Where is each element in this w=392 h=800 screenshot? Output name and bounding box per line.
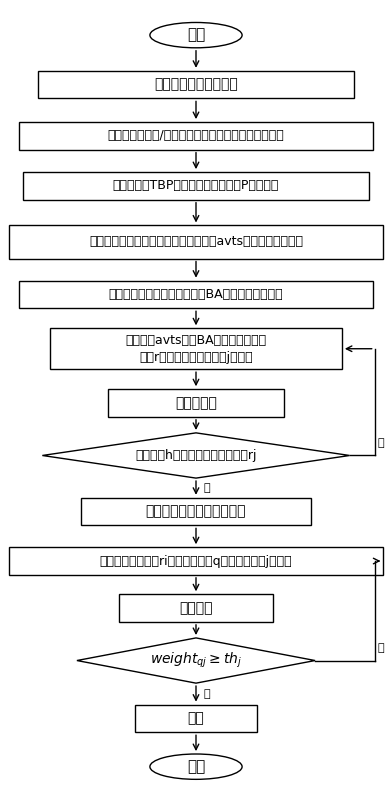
Text: 每条线路上的用户ri询问相遇用户q关于行为地点j的权值: 每条线路上的用户ri询问相遇用户q关于行为地点j的权值 bbox=[100, 554, 292, 567]
Text: 源用户指定TBP，发送行为地点向量P至服务器: 源用户指定TBP，发送行为地点向量P至服务器 bbox=[113, 179, 279, 193]
Text: 源用户删除自身保存的数据: 源用户删除自身保存的数据 bbox=[146, 505, 246, 518]
Bar bbox=[81, 498, 311, 526]
Bar bbox=[38, 70, 354, 98]
Bar bbox=[9, 547, 383, 575]
Bar bbox=[119, 594, 273, 622]
Bar bbox=[23, 172, 369, 200]
Text: 初始化线路: 初始化线路 bbox=[175, 396, 217, 410]
Bar bbox=[19, 122, 373, 150]
Bar bbox=[108, 389, 284, 417]
Text: 源用户将avts以及BA发送给每个相遇
用户r，计算各自关于地点j的权值: 源用户将avts以及BA发送给每个相遇 用户r，计算各自关于地点j的权值 bbox=[125, 334, 267, 364]
Bar bbox=[50, 328, 342, 370]
Text: 开始: 开始 bbox=[187, 28, 205, 42]
Text: 是: 是 bbox=[204, 483, 211, 493]
Text: 否: 否 bbox=[378, 643, 384, 654]
Text: 服务器计算地点平衡属性向量BA，并发送给源用户: 服务器计算地点平衡属性向量BA，并发送给源用户 bbox=[109, 288, 283, 301]
Text: 组播: 组播 bbox=[188, 711, 204, 726]
Text: 服务器计算用户/行为地点联合矩阵，返回时间片向量: 服务器计算用户/行为地点联合矩阵，返回时间片向量 bbox=[108, 130, 284, 142]
Text: 服务器计算所有用户平均活动时间片数avts，并发送给源用户: 服务器计算所有用户平均活动时间片数avts，并发送给源用户 bbox=[89, 235, 303, 249]
Text: 是: 是 bbox=[204, 689, 211, 699]
Text: 梯度递增: 梯度递增 bbox=[179, 601, 213, 615]
Bar bbox=[134, 705, 258, 732]
Text: 结束: 结束 bbox=[187, 759, 205, 774]
Bar bbox=[19, 281, 373, 308]
Text: 否: 否 bbox=[378, 438, 384, 448]
Text: 用户定期行为地点注册: 用户定期行为地点注册 bbox=[154, 78, 238, 91]
Bar bbox=[9, 226, 383, 258]
Text: $weight_{qj} \geq th_j$: $weight_{qj} \geq th_j$ bbox=[150, 651, 242, 670]
Text: 找到所有h个行为地点相应的所有rj: 找到所有h个行为地点相应的所有rj bbox=[135, 449, 257, 462]
